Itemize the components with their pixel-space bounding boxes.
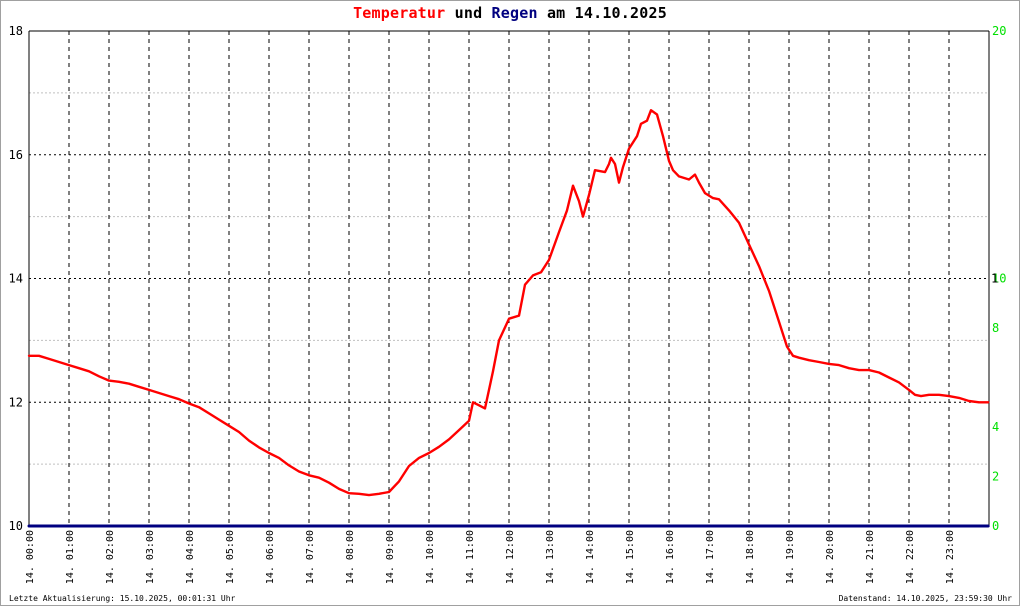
title-regen: Regen [491,4,538,22]
left-tick-label: 16 [9,148,23,162]
x-tick-label: 14. 10:00 [425,530,436,584]
title-date: am 14.10.2025 [546,4,667,22]
x-tick-label: 14. 17:00 [705,530,716,584]
x-tick-label: 14. 23:00 [945,530,956,584]
right-tick-label: 20 [992,24,1006,38]
footer-last-update: Letzte Aktualisierung: 15.10.2025, 00:01… [9,594,236,603]
series-group [27,109,990,528]
x-tick-label: 14. 16:00 [665,530,676,584]
x-tick-label: 14. 03:00 [145,530,156,584]
right-tick-label: 2 [992,470,999,484]
x-tick-label: 14. 07:00 [305,530,316,584]
right-tick-label: 10 [992,272,1006,286]
grid-lines [29,31,989,526]
x-axis-ticks: 14. 00:00 14. 01:00 14. 02:00 14. 03:00 14. … [25,530,956,584]
title-und: und [454,4,483,22]
x-tick-label: 14. 20:00 [825,530,836,584]
left-tick-label: 18 [9,24,23,38]
x-tick-label: 14. 00:00 [25,530,36,584]
left-tick-label: 10 [9,519,23,533]
x-tick-label: 14. 22:00 [905,530,916,584]
x-tick-label: 14. 14:00 [585,530,596,584]
right-tick-label: 4 [992,420,999,434]
x-tick-label: 14. 09:00 [385,530,396,584]
series-line-temperatur [27,109,990,497]
left-tick-label: 12 [9,395,23,409]
x-tick-label: 14. 05:00 [225,530,236,584]
x-tick-label: 14. 18:00 [745,530,756,584]
x-tick-label: 14. 01:00 [65,530,76,584]
x-tick-label: 14. 08:00 [345,530,356,584]
title-temperatur: Temperatur [353,4,446,22]
right-tick-label: 0 [992,519,999,533]
right-tick-label: 1 [991,272,998,286]
footer-data-status: Datenstand: 14.10.2025, 23:59:30 Uhr [838,594,1012,603]
right-tick-label: 8 [992,321,999,335]
x-tick-label: 14. 13:00 [545,530,556,584]
x-tick-label: 14. 11:00 [465,530,476,584]
left-axis-ticks: 10 12 14 16 18 [9,24,23,533]
x-tick-label: 14. 06:00 [265,530,276,584]
right-axis-ticks: 0 2 4 8 10 20 1 [991,24,1006,533]
x-tick-label: 14. 15:00 [625,530,636,584]
x-tick-label: 14. 21:00 [865,530,876,584]
x-tick-label: 14. 04:00 [185,530,196,584]
left-tick-label: 14 [9,272,23,286]
x-tick-label: 14. 02:00 [105,530,116,584]
chart-title: Temperatur und Regen am 14.10.2025 [0,4,1020,22]
x-tick-label: 14. 19:00 [785,530,796,584]
x-tick-label: 14. 12:00 [505,530,516,584]
